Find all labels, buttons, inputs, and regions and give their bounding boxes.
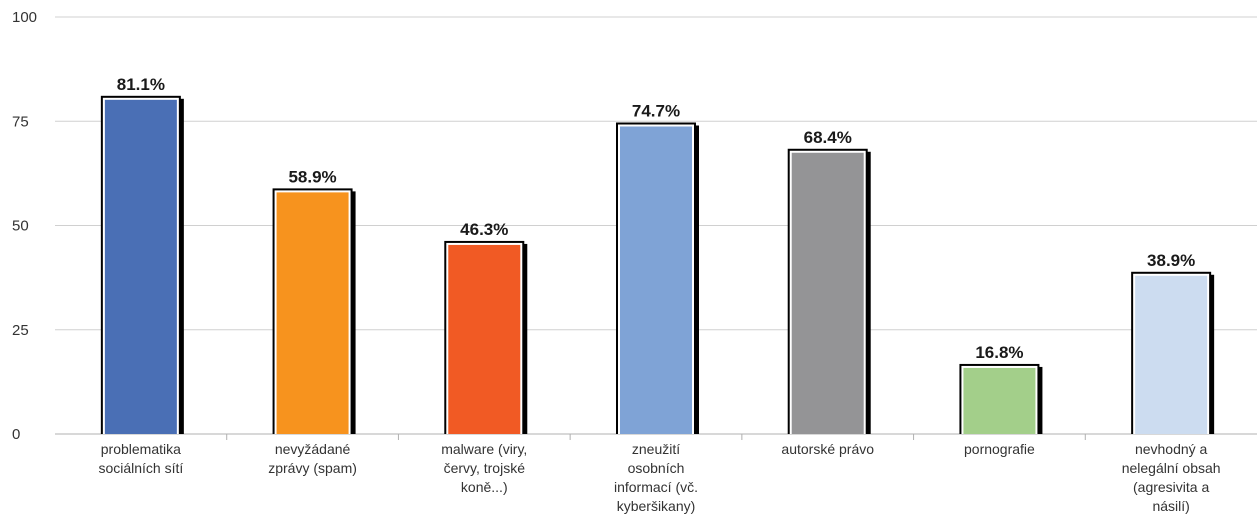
bar-value-label: 68.4% [804,128,852,147]
bar [620,126,692,434]
y-axis: 0 25 50 75 100 [12,9,37,443]
bar [276,192,349,434]
bar-value-label: 74.7% [632,102,680,121]
y-tick-label: 0 [12,426,20,443]
y-tick-label: 50 [12,218,29,235]
bar [104,99,177,435]
bar-value-label: 58.9% [288,167,336,186]
bar-value-label: 38.9% [1147,251,1195,270]
y-tick-label: 25 [12,322,29,339]
bar-value-label: 81.1% [117,75,165,94]
x-tick-label: zneužití osobních informací (vč. kyberšikan… [614,441,698,514]
bar-value-label: 16.8% [975,343,1023,362]
bar [448,244,521,434]
bar-value-label: 46.3% [460,220,508,239]
y-tick-label: 75 [12,113,29,130]
x-tick-label: problematika sociálních sítí [98,441,183,476]
x-tick-label: pornografie [964,441,1035,457]
x-tick-label: autorské právo [781,441,874,457]
bar [1135,275,1208,434]
x-tick-label: nevyžádané zprávy (spam) [268,441,357,476]
bars: 81.1% 58.9% 46.3% 74.7% 68.4% 16.8% 38.9% [100,75,1215,435]
bar [963,367,1036,434]
x-axis: problematika sociálních sítí nevyžádané zpr… [98,434,1221,514]
bar [791,152,864,434]
x-tick-label: malware (viry, červy, trojské koně...) [441,441,527,495]
y-tick-label: 100 [12,9,37,26]
x-tick-label: nevhodný a nelegální obsah (agresivita a ná… [1122,441,1221,514]
